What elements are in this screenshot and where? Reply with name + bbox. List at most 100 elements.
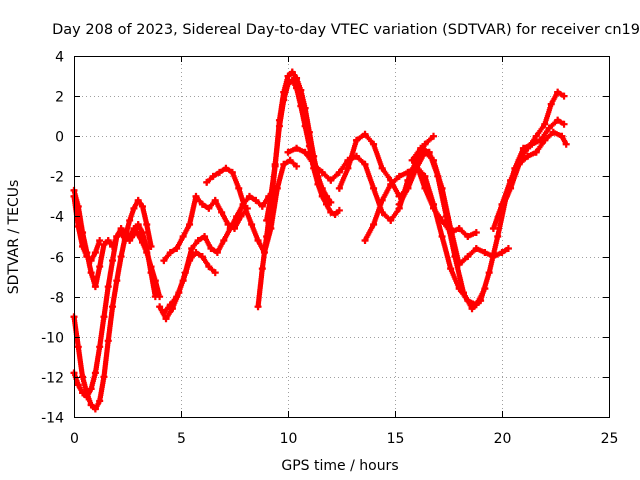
data-point bbox=[104, 237, 112, 245]
plot-border bbox=[74, 56, 610, 418]
data-point bbox=[209, 172, 217, 180]
data-point bbox=[216, 168, 224, 176]
data-point bbox=[186, 220, 194, 228]
data-point bbox=[524, 152, 532, 160]
data-point bbox=[235, 184, 243, 192]
data-point bbox=[207, 245, 215, 253]
data-series bbox=[70, 68, 570, 413]
x-tick-label: 25 bbox=[601, 431, 619, 447]
data-point bbox=[138, 228, 146, 236]
data-point bbox=[96, 263, 104, 271]
data-point bbox=[198, 253, 206, 261]
data-point bbox=[498, 249, 506, 257]
data-point bbox=[267, 192, 275, 200]
y-tick-label: -6 bbox=[50, 251, 64, 267]
data-point bbox=[327, 176, 335, 184]
data-point bbox=[117, 228, 125, 236]
data-point bbox=[231, 224, 238, 232]
data-point bbox=[442, 212, 450, 220]
x-tick-label: 15 bbox=[387, 431, 405, 447]
data-point bbox=[532, 132, 540, 140]
data-point bbox=[211, 269, 219, 277]
data-point bbox=[213, 249, 221, 257]
data-point bbox=[192, 249, 200, 257]
data-point bbox=[560, 120, 568, 128]
data-point bbox=[293, 84, 301, 92]
data-point bbox=[280, 96, 288, 104]
data-point bbox=[327, 198, 335, 206]
data-point bbox=[301, 148, 309, 156]
series-6 bbox=[160, 249, 219, 317]
data-point bbox=[205, 204, 213, 212]
series-17 bbox=[498, 128, 570, 212]
data-point bbox=[156, 303, 164, 311]
data-point bbox=[541, 120, 549, 128]
data-point bbox=[387, 180, 395, 188]
data-point bbox=[412, 164, 420, 172]
data-point bbox=[464, 253, 472, 261]
data-point bbox=[96, 397, 104, 405]
data-point bbox=[126, 216, 134, 224]
data-point bbox=[126, 233, 134, 240]
data-point bbox=[305, 142, 313, 150]
data-point bbox=[166, 301, 174, 309]
data-point bbox=[507, 184, 515, 192]
data-point bbox=[100, 373, 108, 381]
data-point bbox=[335, 184, 343, 192]
data-point bbox=[455, 224, 463, 232]
data-point bbox=[275, 122, 283, 130]
data-point bbox=[370, 140, 378, 148]
data-point bbox=[245, 192, 253, 200]
data-point bbox=[194, 237, 202, 245]
data-point bbox=[314, 180, 322, 188]
y-tick-label: 2 bbox=[55, 90, 64, 106]
data-point bbox=[271, 160, 279, 168]
data-point bbox=[524, 144, 532, 152]
data-point bbox=[293, 162, 301, 170]
data-point bbox=[344, 164, 352, 172]
data-point bbox=[323, 200, 331, 208]
data-point bbox=[447, 265, 455, 273]
y-tick-label: 4 bbox=[55, 50, 64, 66]
data-point bbox=[160, 257, 168, 265]
data-point bbox=[378, 164, 386, 172]
data-point bbox=[205, 263, 213, 271]
data-point bbox=[100, 313, 108, 321]
data-point bbox=[477, 297, 485, 305]
data-point bbox=[134, 196, 142, 204]
data-point bbox=[318, 168, 326, 176]
data-point bbox=[254, 237, 262, 245]
data-point bbox=[104, 283, 112, 291]
data-point bbox=[130, 204, 138, 212]
data-point bbox=[293, 74, 301, 82]
data-point bbox=[254, 303, 262, 311]
data-point bbox=[91, 405, 99, 413]
data-point bbox=[352, 136, 360, 144]
data-point bbox=[549, 128, 557, 136]
data-point bbox=[404, 168, 412, 176]
data-point bbox=[498, 204, 506, 212]
data-point bbox=[335, 206, 343, 214]
data-point bbox=[464, 233, 472, 240]
data-point bbox=[113, 277, 121, 285]
data-point bbox=[434, 172, 442, 180]
data-point bbox=[113, 233, 121, 240]
data-point bbox=[284, 72, 292, 80]
data-point bbox=[91, 249, 99, 257]
data-point bbox=[378, 196, 386, 204]
data-point bbox=[79, 389, 87, 397]
data-point bbox=[218, 208, 226, 216]
data-point bbox=[252, 196, 260, 204]
data-point bbox=[504, 245, 512, 253]
data-point bbox=[370, 220, 378, 228]
data-point bbox=[468, 305, 476, 313]
data-point bbox=[156, 293, 164, 301]
data-point bbox=[224, 220, 232, 228]
data-point bbox=[74, 381, 82, 389]
data-point bbox=[104, 337, 112, 345]
data-point bbox=[160, 309, 168, 317]
data-point bbox=[79, 243, 87, 251]
data-point bbox=[138, 239, 146, 247]
data-point bbox=[100, 241, 108, 249]
